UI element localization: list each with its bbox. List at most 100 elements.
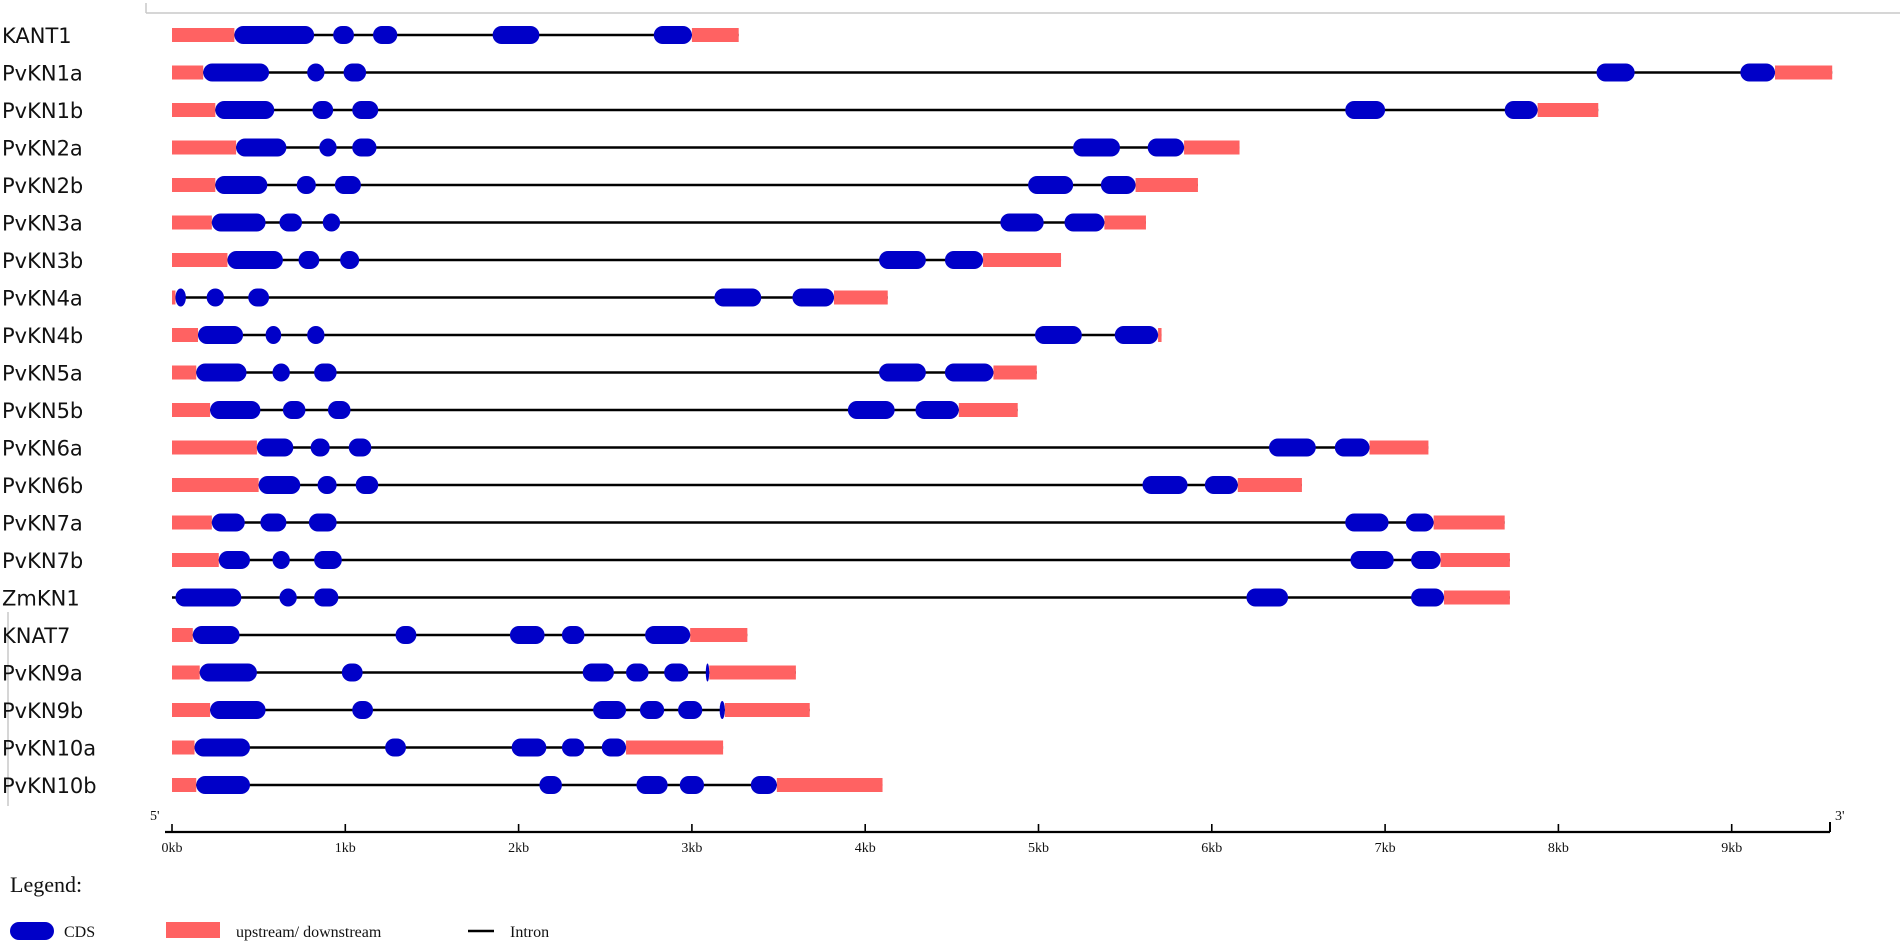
- gene-knat7-cds-4: [561, 626, 585, 644]
- gene-pvkn5a-track: PvKN5a: [2, 362, 1037, 386]
- axis-tick-label-4kb: 4kb: [855, 841, 876, 856]
- gene-kant1-utr3: [691, 28, 739, 42]
- gene-pvkn7a-cds-2: [260, 513, 287, 532]
- gene-pvkn10a-cds-3: [511, 738, 547, 757]
- gene-pvkn6b-utr5: [172, 478, 259, 492]
- gene-pvkn5b-cds-5: [915, 401, 959, 419]
- gene-pvkn4b-cds-3: [307, 326, 325, 344]
- gene-pvkn3a-label: PvKN3a: [2, 212, 83, 236]
- gene-kant1-cds-5: [653, 26, 692, 44]
- kb-axis: 0kb 1kb 2kb 3kb 4kb 5kb 6kb 7kb 8kb 9kb 5' 3': [150, 809, 1845, 856]
- gene-pvkn4b-cds-5: [1114, 326, 1159, 344]
- gene-pvkn9a-cds-2: [341, 663, 363, 682]
- gene-knat7-cds-2: [395, 626, 417, 644]
- gene-pvkn2b-utr3: [1135, 178, 1198, 192]
- gene-pvkn1b-utr5: [172, 103, 216, 117]
- gene-pvkn6b-label: PvKN6b: [2, 474, 83, 498]
- gene-pvkn5b-cds-2: [282, 401, 306, 419]
- gene-pvkn9b-cds-6: [719, 701, 725, 719]
- gene-pvkn4a-cds-3: [248, 288, 270, 307]
- gene-pvkn3a-cds-2: [279, 213, 302, 232]
- legend-cds-swatch: [10, 922, 54, 940]
- gene-pvkn4b-cds-1: [197, 326, 244, 344]
- gene-pvkn3b-utr3: [983, 253, 1062, 267]
- gene-pvkn4a-utr3: [834, 290, 888, 305]
- gene-knat7-cds-1: [192, 626, 240, 644]
- gene-pvkn7b-cds-4: [1350, 551, 1394, 569]
- gene-pvkn2b-label: PvKN2b: [2, 174, 83, 198]
- legend: Legend: CDS upstream/ downstream Intron: [10, 872, 549, 941]
- gene-pvkn9b-utr3: [724, 703, 810, 717]
- gene-pvkn9a-utr3: [709, 665, 796, 680]
- gene-pvkn10b-label: PvKN10b: [2, 774, 97, 798]
- gene-pvkn7a-utr3: [1433, 515, 1505, 530]
- gene-pvkn6a-label: PvKN6a: [2, 437, 83, 461]
- gene-pvkn6b-cds-4: [1142, 476, 1188, 494]
- gene-pvkn10b-track: PvKN10b: [2, 774, 883, 798]
- axis-tick-label-1kb: 1kb: [335, 841, 356, 856]
- gene-kant1-track: KANT1: [2, 24, 739, 48]
- gene-pvkn2b-cds-3: [334, 176, 361, 194]
- gene-pvkn2b-cds-5: [1100, 176, 1136, 194]
- gene-pvkn9b-cds-1: [210, 701, 266, 719]
- gene-pvkn2a-cds-4: [1073, 138, 1120, 157]
- gene-pvkn9a-cds-5: [664, 663, 689, 682]
- gene-pvkn9a-track: PvKN9a: [2, 662, 796, 686]
- gene-pvkn6a-track: PvKN6a: [2, 437, 1429, 461]
- gene-pvkn7a-label: PvKN7a: [2, 512, 83, 536]
- gene-pvkn7a-cds-5: [1405, 513, 1434, 532]
- gene-pvkn1b-label: PvKN1b: [2, 99, 83, 123]
- gene-pvkn2b-utr5: [172, 178, 216, 192]
- gene-pvkn10a-utr5: [172, 740, 195, 755]
- gene-knat7-cds-5: [645, 626, 691, 644]
- gene-pvkn7a-track: PvKN7a: [2, 512, 1505, 536]
- gene-kant1-label: KANT1: [2, 24, 72, 48]
- legend-intron-label: Intron: [510, 924, 549, 941]
- gene-pvkn3a-utr5: [172, 215, 212, 230]
- gene-pvkn3a-utr3: [1104, 215, 1146, 230]
- axis-tick-label-7kb: 7kb: [1375, 841, 1396, 856]
- gene-pvkn5b-utr3: [958, 403, 1018, 417]
- gene-pvkn1b-cds-1: [215, 101, 275, 119]
- gene-pvkn6b-cds-1: [258, 476, 301, 494]
- gene-pvkn5a-cds-5: [944, 363, 994, 382]
- gene-pvkn1a-utr5: [172, 65, 204, 80]
- gene-pvkn9b-cds-5: [678, 701, 703, 719]
- gene-pvkn10a-track: PvKN10a: [2, 737, 724, 761]
- gene-pvkn3a-cds-1: [211, 213, 266, 232]
- gene-pvkn2b-track: PvKN2b: [2, 174, 1198, 198]
- gene-pvkn7a-cds-4: [1345, 513, 1389, 532]
- gene-pvkn6b-cds-2: [317, 476, 337, 494]
- gene-pvkn3a-track: PvKN3a: [2, 212, 1146, 236]
- gene-pvkn6b-track: PvKN6b: [2, 474, 1302, 498]
- gene-pvkn10a-label: PvKN10a: [2, 737, 96, 761]
- axis-tick-label-5kb: 5kb: [1028, 841, 1049, 856]
- gene-pvkn9b-track: PvKN9b: [2, 699, 810, 723]
- gene-pvkn6a-cds-4: [1268, 438, 1316, 457]
- gene-pvkn9a-label: PvKN9a: [2, 662, 83, 686]
- gene-pvkn7b-track: PvKN7b: [2, 549, 1510, 573]
- gene-zmkn1-cds-5: [1411, 588, 1445, 607]
- gene-zmkn1-track: ZmKN1: [2, 587, 1510, 611]
- gene-pvkn6a-utr3: [1369, 440, 1429, 455]
- gene-pvkn7b-utr3: [1440, 553, 1510, 567]
- gene-pvkn1a-cds-4: [1596, 63, 1635, 82]
- gene-pvkn10b-cds-1: [196, 776, 250, 794]
- gene-pvkn3a-cds-3: [322, 213, 341, 232]
- gene-kant1-cds-3: [373, 26, 398, 44]
- gene-zmkn1-label: ZmKN1: [2, 587, 80, 611]
- gene-pvkn4a-cds-2: [206, 288, 224, 307]
- gene-knat7-utr5: [172, 628, 193, 642]
- gene-pvkn3b-cds-5: [944, 251, 984, 269]
- gene-pvkn1a-cds-3: [343, 63, 367, 82]
- gene-pvkn6a-cds-5: [1334, 438, 1370, 457]
- gene-pvkn6a-cds-1: [256, 438, 294, 457]
- three-prime-label: 3': [1835, 809, 1845, 824]
- gene-pvkn4a-cds-4: [714, 288, 762, 307]
- gene-pvkn7a-utr5: [172, 515, 212, 530]
- gene-pvkn1a-cds-2: [307, 63, 325, 82]
- frame-lines: [7, 3, 1900, 806]
- gene-pvkn1a-track: PvKN1a: [2, 62, 1833, 86]
- gene-pvkn3a-cds-4: [1000, 213, 1044, 232]
